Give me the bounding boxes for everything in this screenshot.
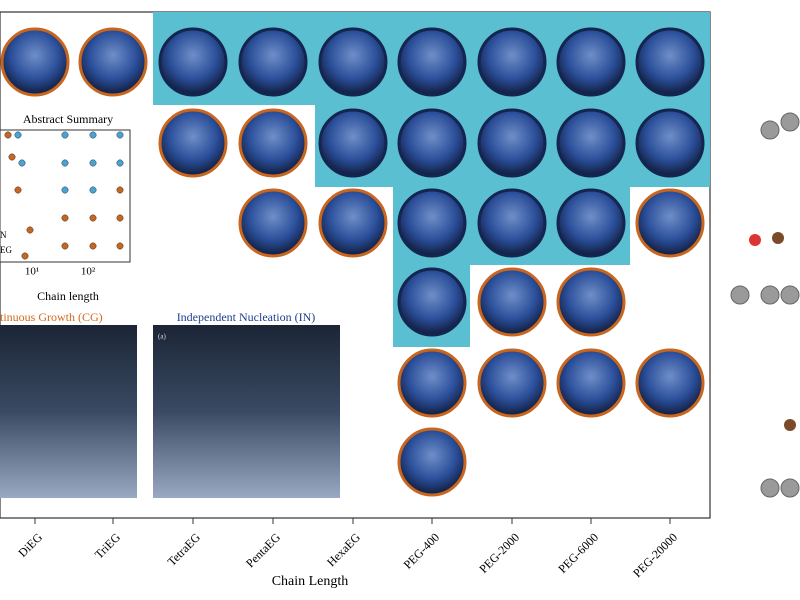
inset-dot xyxy=(14,131,22,139)
photo-circle xyxy=(556,348,626,418)
photo-circle xyxy=(158,108,228,178)
atom xyxy=(760,285,780,305)
photo-circle xyxy=(477,108,547,178)
photo-circle xyxy=(397,267,467,337)
photo-grid xyxy=(0,27,705,497)
x-tick-label: DiEG xyxy=(15,530,45,560)
inset-dot xyxy=(61,214,69,222)
photo-circle xyxy=(477,348,547,418)
inset-dots xyxy=(4,131,124,260)
inset-legend: EG xyxy=(0,245,12,255)
x-tick-label: PentaEG xyxy=(243,530,283,570)
inset-dot xyxy=(116,242,124,250)
x-tick-label: TetraEG xyxy=(165,530,204,569)
x-axis: DiEG TriEG TetraEG PentaEG HexaEG PEG-400 PEG-… xyxy=(15,518,680,580)
photo-circle xyxy=(556,108,626,178)
photo-circle xyxy=(0,27,70,97)
atom xyxy=(760,478,780,498)
atom xyxy=(780,285,800,305)
photo-circle xyxy=(397,188,467,258)
inset-dot xyxy=(4,131,12,139)
panel-title: tinuous Growth (CG) xyxy=(0,310,103,324)
photo-circle xyxy=(397,108,467,178)
photo-circle xyxy=(318,27,388,97)
photo-circle xyxy=(158,27,228,97)
inset-dot xyxy=(116,214,124,222)
photo-circle xyxy=(635,108,705,178)
photo-circle xyxy=(78,27,148,97)
inset-tick: 10² xyxy=(81,266,96,278)
photo-circle xyxy=(635,27,705,97)
inset-dot xyxy=(89,214,97,222)
atom xyxy=(772,232,784,244)
atom xyxy=(730,285,750,305)
inset-dot xyxy=(89,242,97,250)
inset-dot xyxy=(116,186,124,194)
photo-circle xyxy=(238,188,308,258)
highlight-region xyxy=(153,12,710,347)
x-tick-label: TriEG xyxy=(92,530,124,562)
photo-circle xyxy=(397,427,467,497)
photo-circle xyxy=(635,348,705,418)
inset-dot xyxy=(21,252,29,260)
panel-tag: (a) xyxy=(158,333,166,341)
photo-circle xyxy=(556,27,626,97)
photo-circle xyxy=(397,27,467,97)
x-tick-label: PEG-2000 xyxy=(476,530,522,576)
x-tick-label: PEG-6000 xyxy=(555,530,601,576)
x-axis-label: Chain Length xyxy=(272,574,349,589)
photo-circle xyxy=(238,27,308,97)
photo-panel xyxy=(153,325,340,498)
inset-dot xyxy=(89,131,97,139)
inset-dot xyxy=(61,186,69,194)
inset-dot xyxy=(26,226,34,234)
photo-circle xyxy=(556,188,626,258)
inset-dot xyxy=(8,153,16,161)
inset-dot xyxy=(89,159,97,167)
atom xyxy=(784,419,796,431)
inset-dot xyxy=(14,186,22,194)
inset-dot xyxy=(116,131,124,139)
inset-frame xyxy=(0,129,131,263)
atom xyxy=(780,478,800,498)
x-tick-label: PEG-400 xyxy=(401,530,442,571)
inset-dot xyxy=(18,159,26,167)
x-tick-label: PEG-20000 xyxy=(630,530,680,580)
photo-circle xyxy=(635,188,705,258)
photo-circle xyxy=(397,348,467,418)
inset-dot xyxy=(61,131,69,139)
inset-dot xyxy=(89,186,97,194)
inset-title: Abstract Summary xyxy=(23,112,113,126)
photo-circle xyxy=(556,267,626,337)
inset-dot xyxy=(61,159,69,167)
x-tick-label: HexaEG xyxy=(324,530,363,569)
atom xyxy=(760,120,780,140)
photo-panel xyxy=(0,325,137,498)
photo-circle xyxy=(477,267,547,337)
molecules xyxy=(730,112,800,498)
photo-circle xyxy=(238,108,308,178)
photo-circle xyxy=(477,188,547,258)
inset-dot xyxy=(61,242,69,250)
inset-dot xyxy=(116,159,124,167)
photo-circle xyxy=(318,108,388,178)
inset-legend: N xyxy=(0,230,7,240)
panel-title: Independent Nucleation (IN) xyxy=(177,310,316,324)
inset-xlabel: Chain length xyxy=(37,289,99,303)
atom xyxy=(749,234,761,246)
photo-circle xyxy=(318,188,388,258)
atom xyxy=(780,112,800,132)
photo-circle xyxy=(477,27,547,97)
inset-tick: 10¹ xyxy=(25,266,39,278)
